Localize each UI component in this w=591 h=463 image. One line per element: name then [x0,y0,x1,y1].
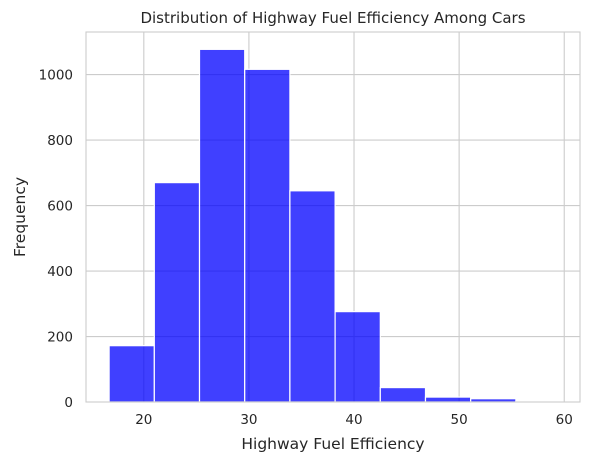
chart-title: Distribution of Highway Fuel Efficiency … [140,9,525,27]
y-tick-label: 200 [47,330,73,346]
histogram-bar [198,48,246,403]
histogram-bar [289,190,336,403]
y-tick-label: 800 [47,133,73,149]
y-tick-label: 1000 [39,68,73,84]
x-tick-label: 50 [451,412,468,428]
histogram-bar [424,396,472,403]
x-tick-label: 60 [556,412,573,428]
x-tick-label: 30 [240,412,257,428]
y-tick-label: 400 [47,264,73,280]
histogram-bar [153,182,201,403]
bars [108,48,562,403]
histogram-bar [244,68,291,403]
histogram-bar [108,345,155,403]
y-axis-label: Frequency [11,177,29,257]
plot-frame [85,31,581,403]
x-axis-ticks: 20 30 40 50 60 [135,412,573,428]
y-tick-label: 0 [64,395,73,411]
y-tick-label: 600 [47,199,73,215]
y-axis-ticks: 0 200 400 600 800 1000 [39,68,73,411]
histogram-bar [334,311,381,403]
x-tick-label: 40 [345,412,362,428]
histogram-bar [379,386,427,403]
x-tick-label: 20 [135,412,152,428]
x-axis-label: Highway Fuel Efficiency [241,435,424,453]
